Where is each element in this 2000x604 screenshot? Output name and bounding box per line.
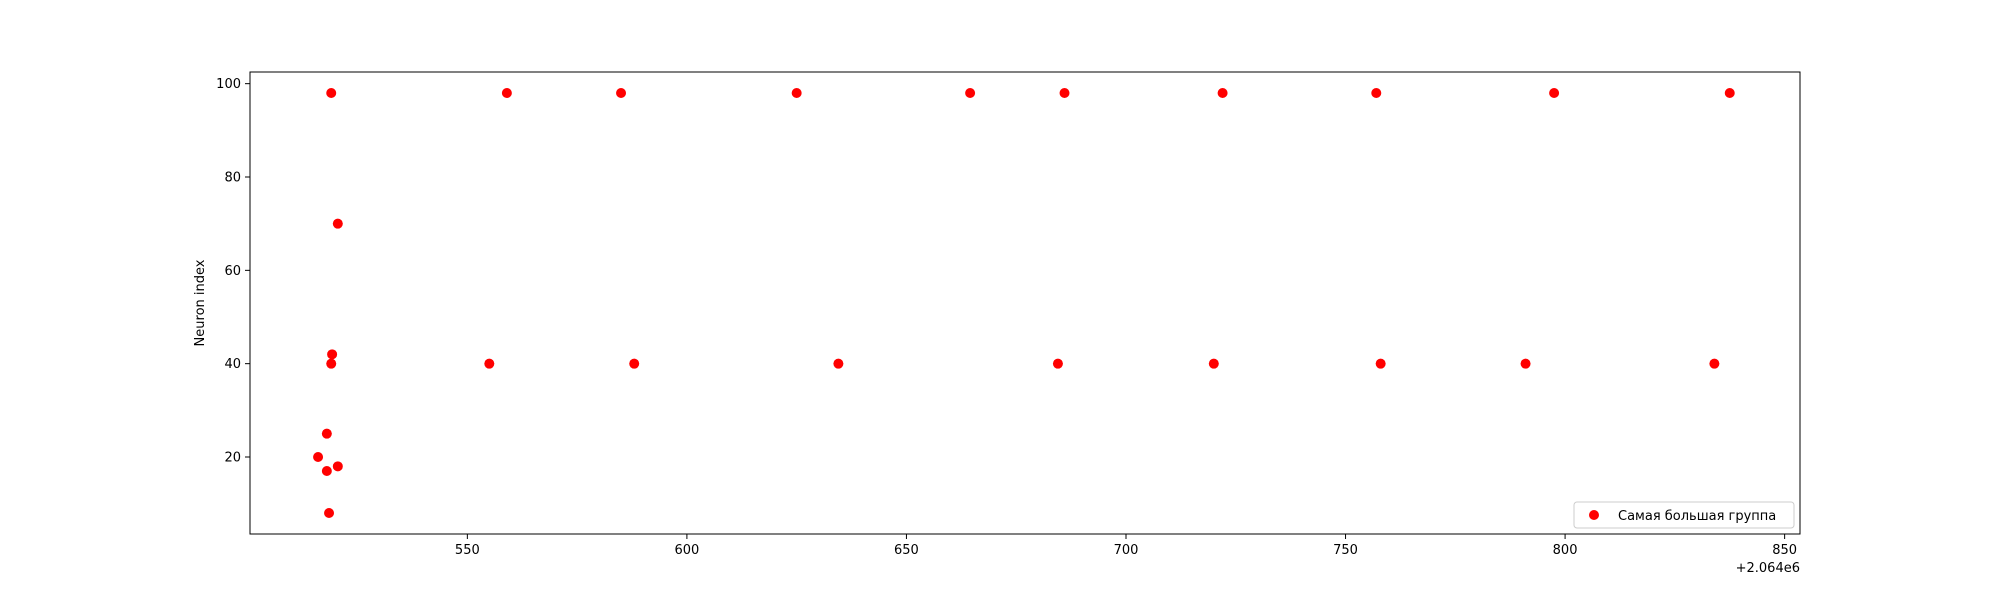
data-point — [313, 452, 324, 462]
x-tick-label: 600 — [674, 543, 699, 558]
legend-box — [1573, 501, 1795, 529]
data-points — [313, 88, 1735, 518]
data-point — [326, 88, 337, 98]
data-point — [629, 358, 640, 369]
data-point — [791, 88, 802, 98]
data-point — [616, 88, 627, 98]
x-tick-label: 550 — [455, 543, 480, 558]
data-point — [501, 88, 512, 98]
data-point — [1371, 88, 1382, 98]
data-point — [1217, 88, 1228, 98]
data-point — [965, 88, 976, 98]
y-axis-label: Neuron index — [193, 259, 208, 346]
x-tick-label: 700 — [1114, 543, 1139, 558]
plot-frame — [249, 71, 1801, 535]
y-tick-label: 100 — [216, 77, 241, 92]
data-point — [484, 358, 495, 369]
data-point — [1052, 358, 1063, 369]
y-tick-label: 80 — [224, 171, 241, 186]
x-tick-label: 800 — [1553, 543, 1578, 558]
data-point — [332, 218, 343, 229]
data-point — [1059, 88, 1070, 98]
data-point — [321, 466, 332, 476]
data-point — [1375, 358, 1386, 369]
x-tick-label: 750 — [1333, 543, 1358, 558]
data-point — [1549, 88, 1560, 98]
x-tick-label: 850 — [1772, 543, 1797, 558]
x-axis-offset-label: +2.064e6 — [1736, 561, 1800, 576]
data-point — [326, 358, 337, 369]
data-point — [1724, 88, 1735, 98]
x-axis-ticks: 550 600 650 700 750 800 850 — [455, 534, 1797, 558]
data-point — [327, 349, 338, 360]
data-point — [1709, 358, 1720, 369]
legend-label: Самая большая группа — [1618, 509, 1776, 524]
x-tick-label: 650 — [894, 543, 919, 558]
legend: Самая большая группа — [1573, 501, 1795, 529]
data-point — [324, 508, 335, 518]
legend-marker — [1589, 510, 1599, 520]
data-point — [1520, 358, 1531, 369]
data-point — [321, 428, 332, 439]
data-point — [833, 358, 844, 369]
y-tick-label: 60 — [224, 264, 241, 279]
plot-area — [250, 72, 1800, 534]
data-point — [1208, 358, 1219, 369]
data-point — [332, 461, 343, 472]
y-tick-label: 40 — [224, 357, 241, 372]
y-axis-ticks: 20 40 60 80 100 — [216, 77, 250, 466]
y-tick-label: 20 — [224, 451, 241, 466]
